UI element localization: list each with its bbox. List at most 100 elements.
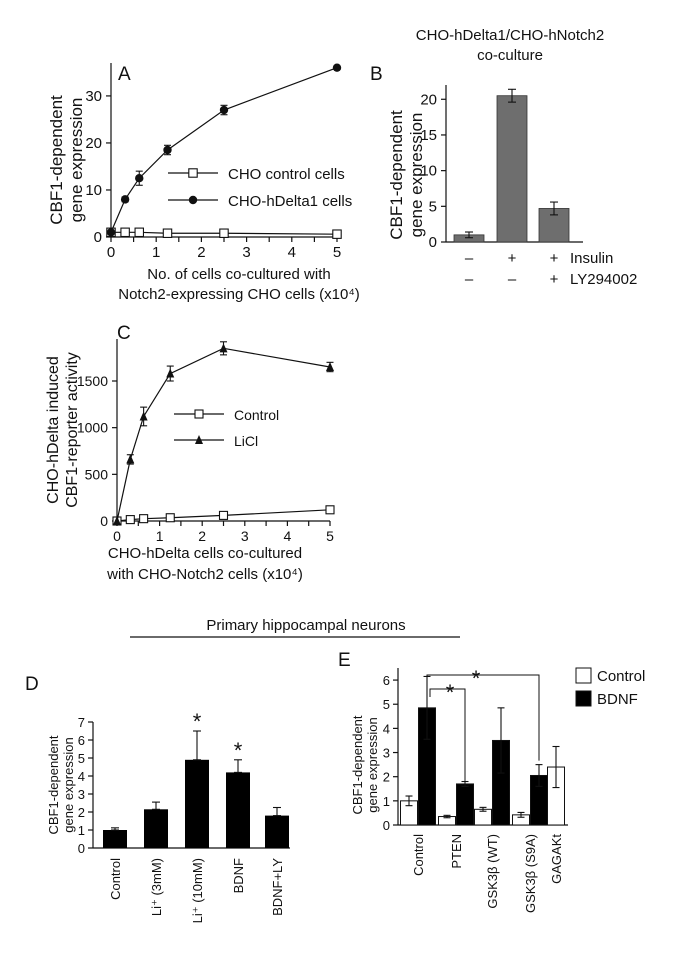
panel-c-data-point	[326, 362, 334, 371]
panel-e-significance-star: *	[472, 666, 481, 691]
panel-d-bar	[226, 772, 250, 848]
panel-a-x-tick-label: 2	[197, 244, 205, 261]
panel-c-data-point	[139, 514, 149, 524]
panel-c-legend-marker	[195, 435, 203, 444]
panel-a-xlabel-1: No. of cells co-cultured with	[147, 266, 330, 283]
panel-a-ylabel-1: CBF1-dependent	[47, 95, 66, 225]
panel-a-y-tick-label: 20	[85, 135, 102, 152]
panel-e-category-label: PTEN	[449, 834, 464, 869]
panel-c-y-tick-label: 0	[100, 513, 108, 529]
panel-d-y-tick-label: 0	[78, 841, 85, 856]
panel-e-letter: E	[338, 650, 351, 671]
panel-a-data-point	[120, 195, 130, 204]
panel-d-category-label: BDNF	[231, 858, 246, 893]
panel-a-letter: A	[118, 64, 131, 85]
panel-a-y-tick-label: 30	[85, 88, 102, 105]
section-title: Primary hippocampal neurons	[206, 617, 405, 634]
panel-a-legend-label: CHO-hDelta1 cells	[228, 193, 352, 210]
panel-d-y-tick-label: 7	[78, 715, 85, 730]
panel-c-xlabel-2: with CHO-Notch2 cells (x10⁴)	[106, 566, 303, 583]
panel-e-legend-label: Control	[597, 668, 645, 685]
panel-c-series-line-1	[116, 347, 331, 522]
panel-b-y-tick-label: 20	[420, 91, 437, 108]
panel-a-data-point	[106, 228, 116, 237]
panel-e-y-tick-label: 4	[383, 721, 390, 736]
panel-e-y-tick-label: 6	[383, 673, 390, 688]
panel-e-legend-swatch	[575, 667, 592, 684]
panel-c-x-tick-label: 0	[113, 528, 121, 544]
panel-e-category-label: Control	[411, 834, 426, 876]
panel-c-x-tick-label: 3	[241, 528, 249, 544]
panel-e-legend-label: BDNF	[597, 691, 638, 708]
panel-a-x-tick-label: 4	[288, 244, 296, 261]
panel-c-data-point	[125, 515, 135, 525]
panel-a-data-point	[163, 145, 172, 155]
panel-a-legend-marker	[188, 195, 198, 205]
panel-a-y-tick-label: 10	[85, 182, 102, 199]
panel-e-y-tick-label: 5	[383, 697, 390, 712]
panel-d-bar	[103, 830, 127, 848]
panel-e-y-tick-label: 2	[383, 770, 390, 785]
panel-d-y-tick-label: 6	[78, 733, 85, 748]
panel-b-treatment-mark: +	[550, 250, 559, 267]
panel-d-y-tick-label: 1	[78, 823, 85, 838]
panel-a-xlabel-2: Notch2-expressing CHO cells (x10⁴)	[118, 286, 360, 303]
panel-d-category-label: Li⁺ (3mM)	[149, 858, 164, 916]
panel-b-treatment-mark: +	[550, 271, 559, 288]
panel-c-letter: C	[117, 323, 131, 344]
panel-d-significance-star: *	[193, 709, 202, 734]
panel-a-data-point	[332, 63, 342, 72]
panel-c-legend-marker	[194, 409, 204, 419]
panel-b-title-2: co-culture	[477, 47, 543, 64]
panel-b-treatment-mark: –	[465, 250, 474, 267]
panel-c-data-point	[166, 368, 175, 378]
panel-c-x-tick-label: 1	[156, 528, 164, 544]
panel-d-bar	[144, 809, 168, 848]
panel-d-y-tick-label: 2	[78, 805, 85, 820]
panel-e-y-tick-label: 3	[383, 746, 390, 761]
panel-a-x-tick-label: 3	[242, 244, 250, 261]
panel-b-ylabel-2: gene expression	[407, 113, 426, 238]
panel-c-data-point	[219, 343, 228, 353]
panel-a-data-point	[120, 227, 130, 238]
panel-e-ylabel-1: CBF1-dependent	[350, 715, 365, 814]
panel-a-data-point	[162, 228, 173, 238]
panel-c-legend-label: Control	[234, 407, 279, 423]
panel-d-bar	[185, 759, 209, 848]
panel-b-y-tick-label: 15	[420, 127, 437, 144]
panel-b-y-tick-label: 5	[429, 198, 437, 215]
panel-b-treatment-mark: –	[465, 271, 474, 288]
panel-e-significance-bracket	[426, 674, 540, 761]
panel-c-legend-label: LiCl	[234, 433, 258, 449]
panel-c-x-tick-label: 2	[198, 528, 206, 544]
panel-d-significance-star: *	[234, 738, 243, 763]
panel-c-data-point	[325, 505, 335, 515]
panel-e-category-label: GSK3β (S9A)	[523, 834, 538, 913]
panel-a-data-point	[134, 227, 145, 238]
panel-d-y-tick-label: 5	[78, 751, 85, 766]
panel-b-treatment-mark: +	[508, 250, 517, 267]
panel-e-y-tick-label: 0	[383, 818, 390, 833]
panel-c-data-point	[218, 510, 229, 520]
panel-b-title-1: CHO-hDelta1/CHO-hNotch2	[416, 27, 604, 44]
panel-e-significance-bracket	[429, 688, 466, 781]
panel-a-data-point	[135, 174, 144, 183]
panel-b-ylabel-1: CBF1-dependent	[387, 110, 406, 240]
panel-e-legend-swatch	[575, 690, 592, 707]
panel-d-bar	[265, 815, 289, 848]
panel-d-y-tick-label: 4	[78, 769, 85, 784]
panel-e-significance-star: *	[446, 680, 455, 705]
panel-c-ylabel-1: CHO-hDelta induced	[45, 356, 62, 504]
panel-b-treatment-label: LY294002	[570, 271, 637, 288]
panel-c-x-tick-label: 4	[284, 528, 292, 544]
panel-c-data-point	[113, 516, 121, 525]
panel-a-legend-label: CHO control cells	[228, 166, 345, 183]
panel-a-x-tick-label: 5	[333, 244, 341, 261]
panel-b-y-tick-label: 0	[429, 234, 437, 251]
panel-e-category-label: GAGAKt	[549, 834, 564, 884]
panel-a-ylabel-2: gene expression	[67, 98, 86, 223]
panel-b-treatment-mark: –	[508, 271, 517, 288]
panel-a-y-tick-label: 0	[94, 229, 102, 246]
